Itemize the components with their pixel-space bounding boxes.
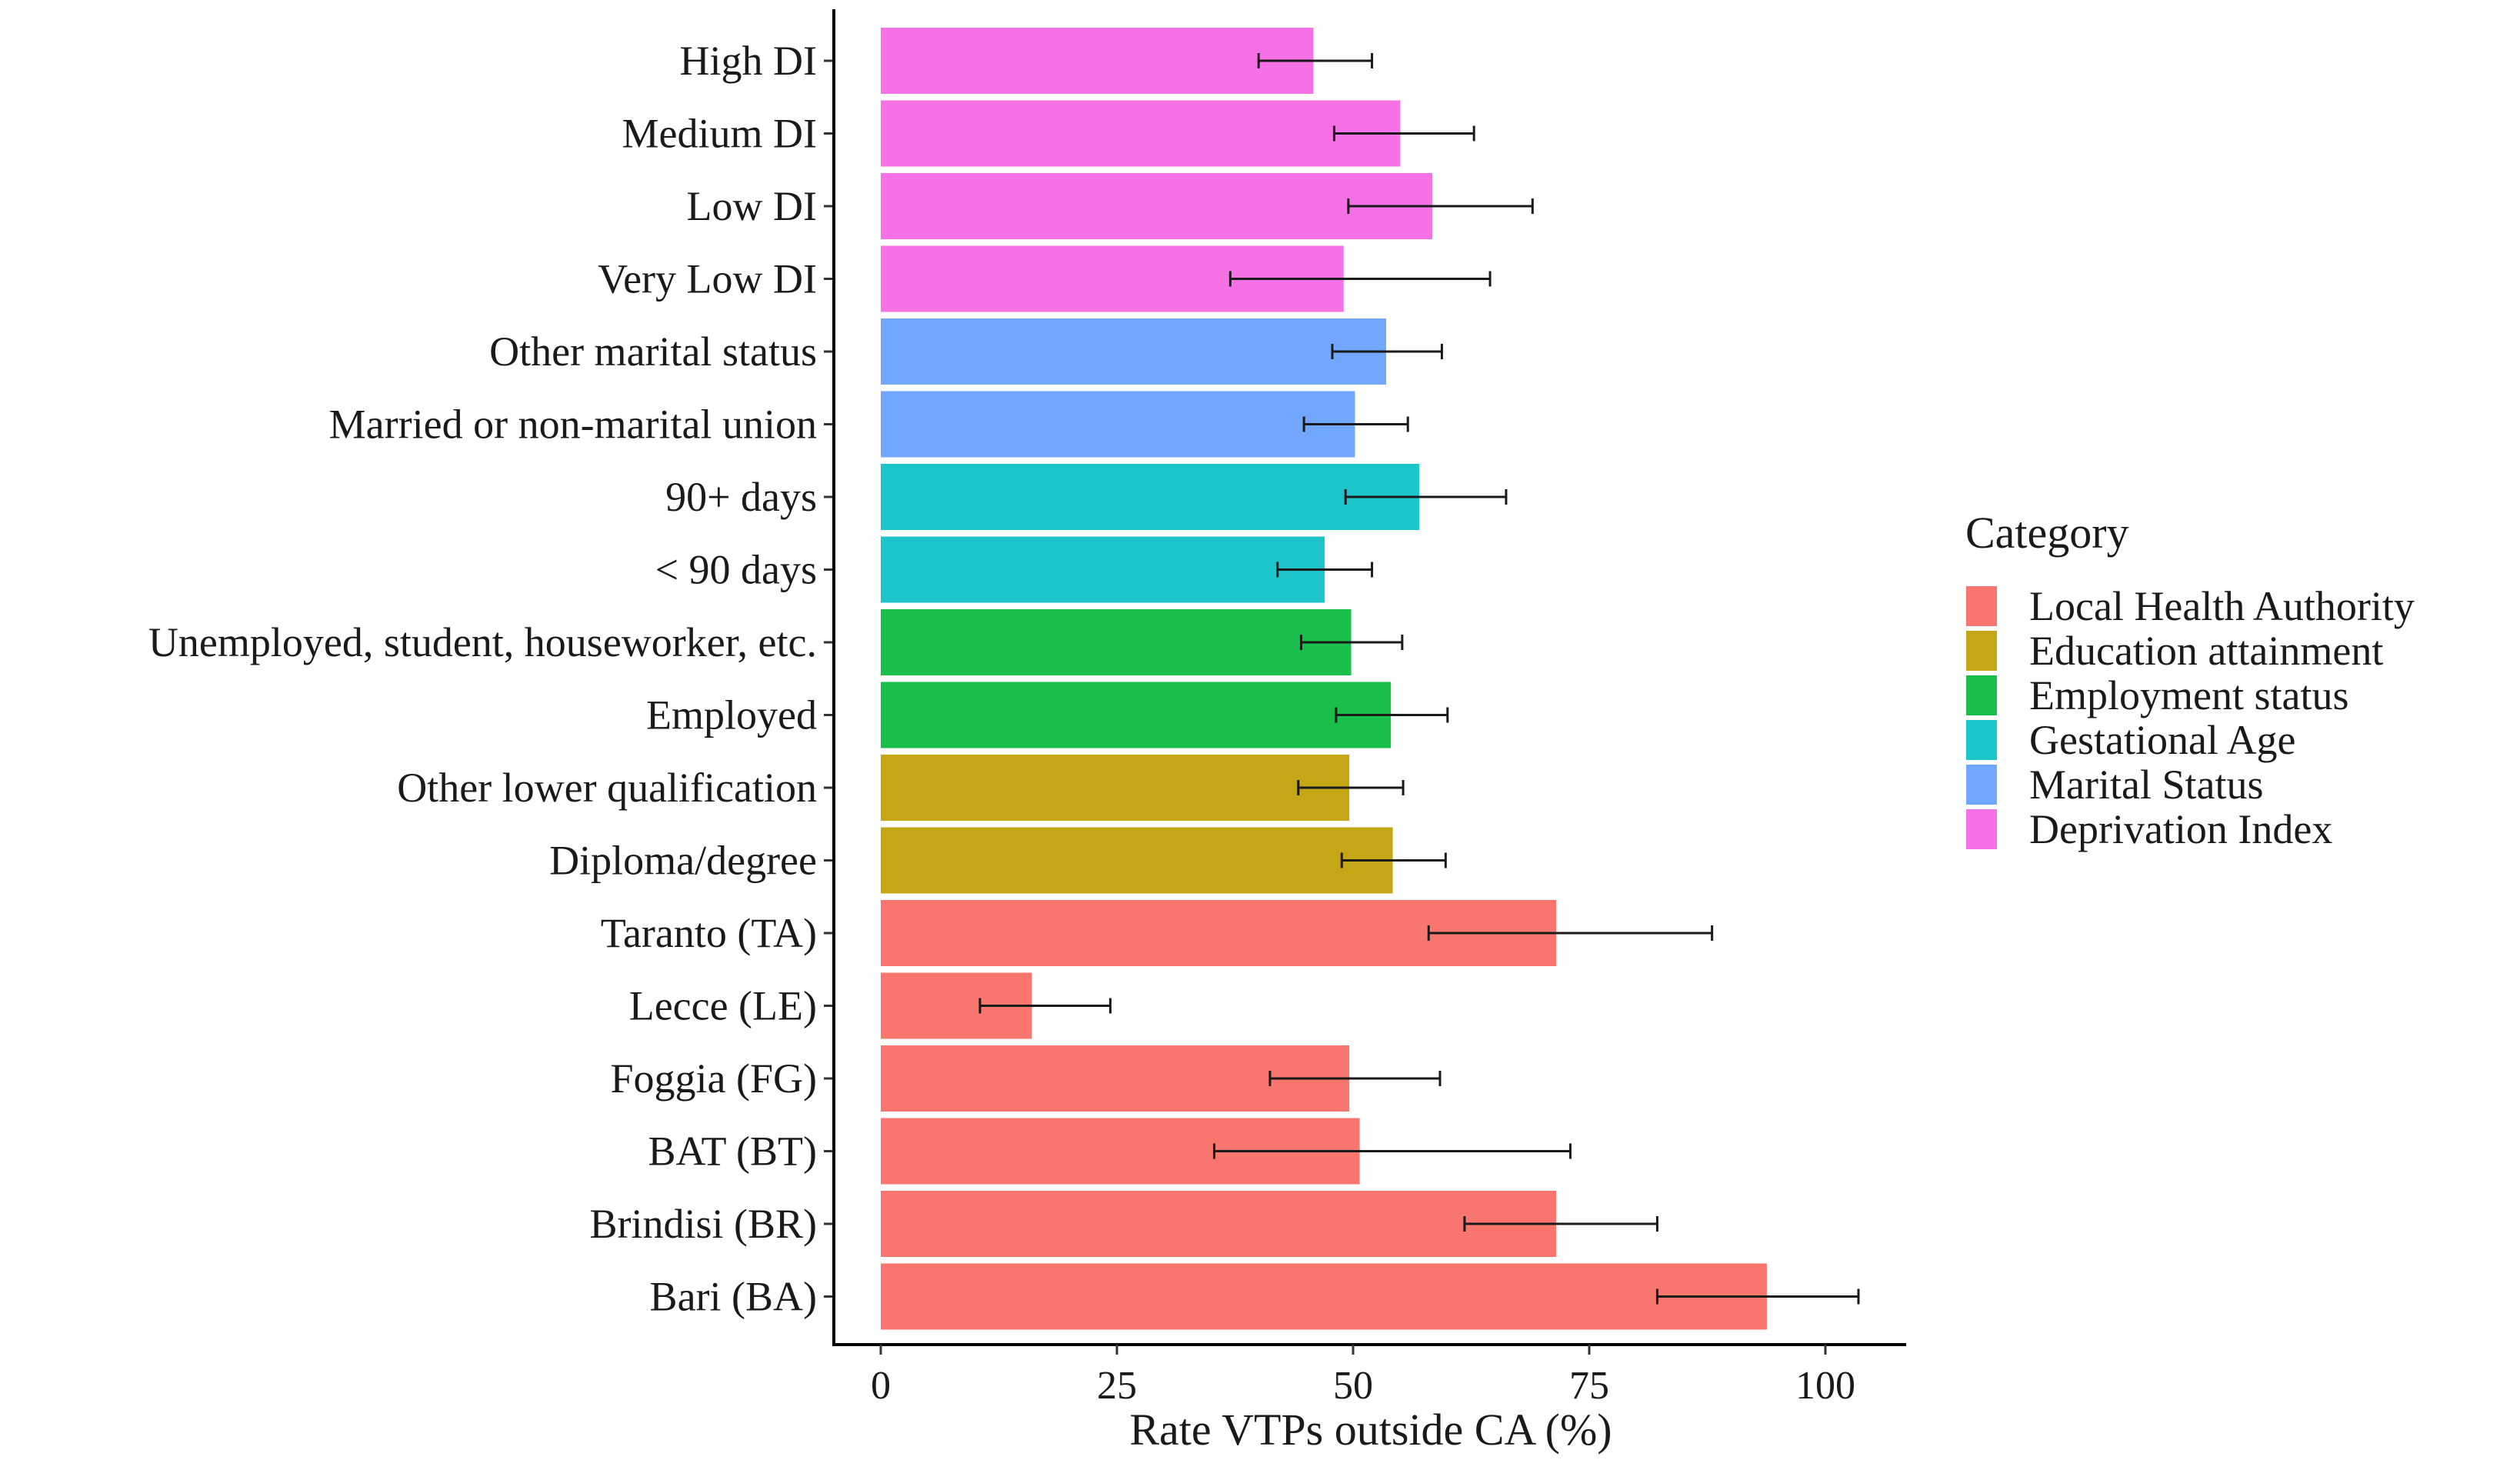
error-bar-married-or-non-marital-union <box>1302 416 1409 432</box>
legend-label-deprivation-index: Deprivation Index <box>2029 806 2332 852</box>
y-tick-label: Very Low DI <box>598 256 817 302</box>
y-tick-label: Married or non-marital union <box>329 402 817 448</box>
bar-other-lower-qualification <box>881 755 1350 821</box>
y-tick-label: < 90 days <box>655 547 817 593</box>
legend-swatch-local-health-authority <box>1966 586 1997 626</box>
y-tick-label: Taranto (TA) <box>601 910 817 956</box>
y-tick-label: Low DI <box>687 183 817 229</box>
bar-married-or-non-marital-union <box>881 391 1355 458</box>
y-tick-label: Unemployed, student, houseworker, etc. <box>148 619 817 665</box>
y-tick-label: Bari (BA) <box>650 1274 817 1320</box>
error-bar-90-days <box>1276 562 1374 578</box>
legend-label-gestational-age: Gestational Age <box>2029 717 2295 763</box>
x-tick-label: 75 <box>1569 1364 1609 1408</box>
y-tick-label: Diploma/degree <box>549 838 817 884</box>
error-bar-other-lower-qualification <box>1297 780 1405 795</box>
bar-high-di <box>881 28 1314 94</box>
error-bar-employed <box>1335 707 1449 723</box>
legend-swatch-gestational-age <box>1966 720 1997 760</box>
y-tick-label: Foggia (FG) <box>611 1055 818 1102</box>
legend-label-marital-status: Marital Status <box>2029 762 2263 808</box>
y-tick-label: Lecce (LE) <box>629 983 817 1029</box>
y-tick-label: Medium DI <box>622 111 817 157</box>
bar-90-days <box>881 464 1419 530</box>
error-bar-bari-ba <box>1655 1288 1860 1305</box>
y-tick-label: High DI <box>680 38 817 84</box>
bar-group <box>881 28 1767 1330</box>
y-axis: High DI Medium DI Low DI Very Low DI Other m… <box>148 9 835 1345</box>
error-bar-very-low-di <box>1228 271 1492 287</box>
bar-employed <box>881 682 1392 748</box>
legend-label-local-health-authority: Local Health Authority <box>2029 583 2415 629</box>
legend-label-employment-status: Employment status <box>2029 672 2348 718</box>
bar-brindisi-br <box>881 1191 1557 1257</box>
legend-swatch-employment-status <box>1966 675 1997 715</box>
x-axis-title: Rate VTPs outside CA (%) <box>1129 1405 1612 1455</box>
legend-swatch-marital-status <box>1966 765 1997 805</box>
bar-bari-ba <box>881 1263 1767 1330</box>
error-bar-high-di <box>1257 53 1374 68</box>
legend-swatch-deprivation-index <box>1966 809 1997 849</box>
error-bar-diploma-degree <box>1340 852 1447 868</box>
legend-swatch-education-attainment <box>1966 631 1997 671</box>
legend-label-education-attainment: Education attainment <box>2029 628 2383 674</box>
x-tick-label: 100 <box>1795 1364 1855 1408</box>
legend: Category Local Health AuthorityEducation… <box>1965 508 2415 852</box>
error-bar-lecce-le <box>978 998 1112 1014</box>
error-bar-bat-bt <box>1212 1143 1572 1159</box>
y-tick-label: Other lower qualification <box>397 765 817 811</box>
legend-title: Category <box>1965 508 2129 558</box>
x-tick-label: 50 <box>1333 1364 1373 1408</box>
y-tick-label: Other marital status <box>489 328 817 375</box>
bar-90-days <box>881 536 1325 603</box>
bar-unemployed-student-houseworker-etc <box>881 609 1352 675</box>
bar-low-di <box>881 173 1433 239</box>
y-tick-label: 90+ days <box>665 474 817 520</box>
bar-medium-di <box>881 100 1401 167</box>
error-bar-foggia-fg <box>1268 1071 1442 1086</box>
x-axis: 0 25 50 75 100 <box>832 1343 1906 1408</box>
x-tick-label: 0 <box>871 1364 891 1408</box>
y-tick-label: Employed <box>646 692 817 738</box>
error-bar-group <box>978 53 1860 1305</box>
error-bar-90-days <box>1344 489 1508 505</box>
error-bar-taranto-ta <box>1427 925 1714 941</box>
y-tick-label: Brindisi (BR) <box>589 1201 817 1247</box>
error-bar-unemployed-student-houseworker-etc <box>1299 635 1404 650</box>
bar-diploma-degree <box>881 827 1393 894</box>
error-bar-brindisi-br <box>1463 1216 1658 1232</box>
error-bar-low-di <box>1347 198 1534 214</box>
bar-other-marital-status <box>881 318 1386 385</box>
x-tick-label: 25 <box>1097 1364 1137 1408</box>
error-bar-medium-di <box>1332 125 1475 142</box>
error-bar-other-marital-status <box>1331 344 1443 359</box>
y-tick-label: BAT (BT) <box>648 1128 817 1175</box>
